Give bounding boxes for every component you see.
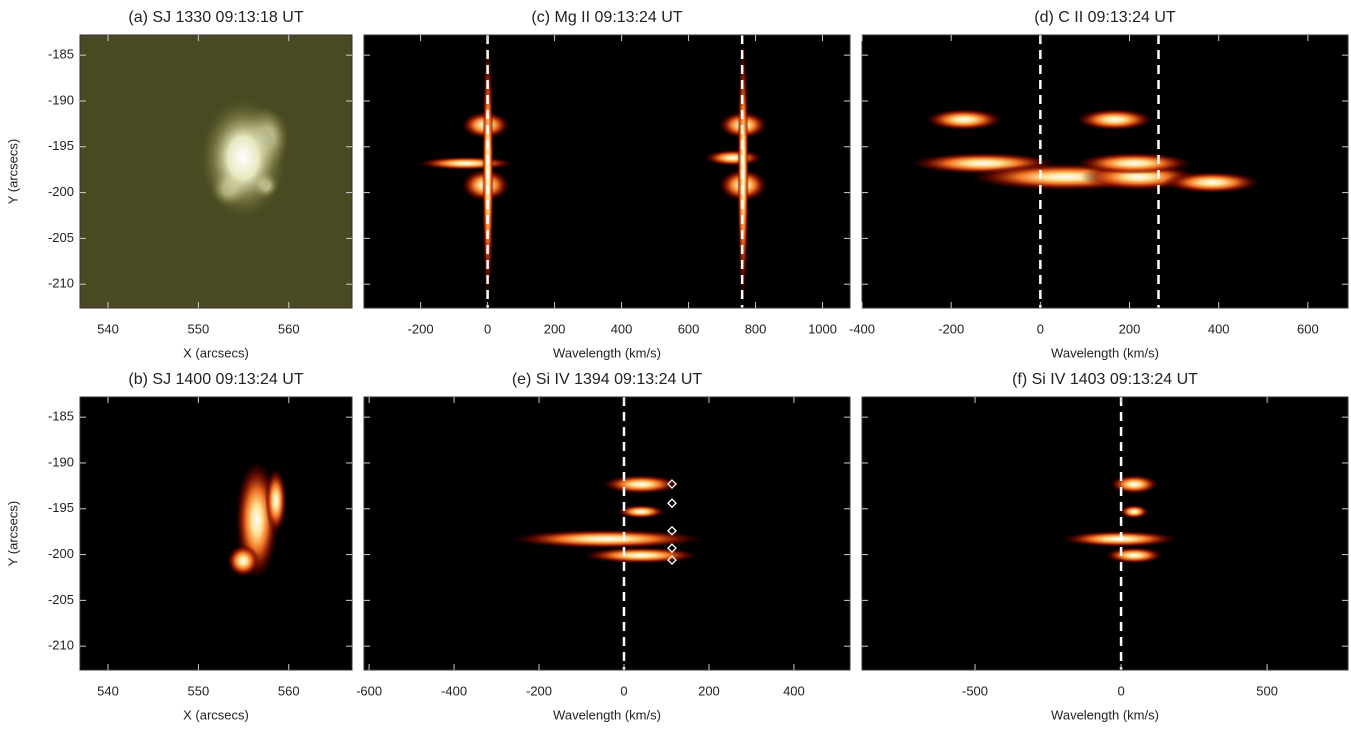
y-tick-label: -185	[48, 409, 74, 424]
emission	[1075, 152, 1193, 175]
marker	[667, 498, 677, 509]
emission	[199, 97, 287, 218]
x-tick-label: 1000	[808, 321, 837, 336]
x-tick-label: 560	[278, 683, 300, 698]
panel-title: (d) C II 09:13:24 UT	[1034, 9, 1176, 26]
x-axis-label: Wavelength (km/s)	[1051, 345, 1159, 360]
image	[226, 459, 287, 580]
panel: -400 -200 0 200 400 600 (d) C II 09:13:24 UT Wa…	[849, 9, 1349, 360]
x-tick-label: 400	[1208, 321, 1230, 336]
x-tick-label: 540	[97, 321, 119, 336]
image	[509, 474, 705, 564]
x-tick-label: -600	[356, 683, 382, 698]
x-axis-label: Wavelength (km/s)	[553, 345, 661, 360]
x-tick-label: 200	[698, 683, 720, 698]
x-tick-label: -400	[441, 683, 467, 698]
x-tick-label: -500	[962, 683, 988, 698]
y-tick-label: -195	[48, 500, 74, 515]
frame	[79, 34, 353, 309]
x-tick-label: 0	[1117, 683, 1124, 698]
emission	[264, 467, 287, 534]
image-background	[364, 35, 850, 308]
x-tick-label: 0	[484, 321, 491, 336]
marker	[667, 543, 677, 554]
x-tick-label: 540	[97, 683, 119, 698]
emission	[582, 547, 700, 564]
marker	[667, 479, 677, 489]
x-tick-label: 0	[1037, 321, 1044, 336]
image	[199, 97, 290, 218]
x-tick-label: 550	[188, 321, 210, 336]
emission	[616, 504, 666, 519]
y-tick-label: -190	[48, 454, 74, 469]
x-tick-label: 600	[678, 321, 700, 336]
frame	[861, 34, 1349, 309]
panel: -500 0 500 (f) Si IV 1403 09:13:24 UT Wavele…	[861, 371, 1349, 722]
y-tick-label: -195	[48, 138, 74, 153]
x-tick-label: 600	[1297, 321, 1319, 336]
marker	[667, 555, 677, 565]
x-tick-label: 500	[1256, 683, 1278, 698]
emission	[925, 108, 1003, 131]
panel-title: (f) Si IV 1403 09:13:24 UT	[1012, 371, 1198, 388]
emission	[226, 544, 260, 578]
panel-title: (e) Si IV 1394 09:13:24 UT	[512, 371, 703, 388]
panel-title: (c) Mg II 09:13:24 UT	[531, 9, 682, 26]
emission	[1163, 171, 1261, 194]
panel: 540 550 560 -185 -190 -195 -200 -205 -210 (b) SJ …	[5, 371, 353, 722]
y-tick-label: -205	[48, 592, 74, 607]
panel: 540 550 560 -185 -190 -195 -200 -205 -210 (a) SJ …	[5, 9, 353, 360]
x-axis-label: Wavelength (km/s)	[1051, 707, 1159, 722]
x-tick-label: -200	[526, 683, 552, 698]
x-tick-label: 200	[544, 321, 566, 336]
x-tick-label: -200	[408, 321, 434, 336]
emission	[704, 149, 763, 167]
emission	[1061, 530, 1178, 548]
x-tick-label: 200	[1119, 321, 1141, 336]
emission	[1119, 504, 1149, 519]
emission	[417, 156, 515, 171]
image	[910, 108, 1261, 194]
x-tick-label: 400	[783, 683, 805, 698]
panel-title: (a) SJ 1330 09:13:18 UT	[128, 9, 303, 26]
y-axis-label: Y (arcsecs)	[5, 139, 20, 205]
panel: -200 0 200 400 600 800 1000 (c) Mg II 09:13:24 …	[363, 9, 851, 360]
x-tick-label: 400	[611, 321, 633, 336]
x-tick-label: 800	[745, 321, 767, 336]
y-tick-label: -205	[48, 230, 74, 245]
image-background	[80, 397, 352, 670]
y-axis-label: Y (arcsecs)	[5, 501, 20, 567]
y-tick-label: -190	[48, 92, 74, 107]
frame	[861, 396, 1349, 671]
emission	[1105, 547, 1164, 564]
frame	[363, 396, 851, 671]
x-axis-label: Wavelength (km/s)	[553, 707, 661, 722]
emission	[602, 474, 680, 494]
panel: -600 -400 -200 0 200 400 (e) Si IV 1394 09:13:…	[356, 371, 851, 722]
y-tick-label: -200	[48, 184, 74, 199]
y-tick-label: -185	[48, 47, 74, 62]
panel-title: (b) SJ 1400 09:13:24 UT	[128, 371, 303, 388]
x-tick-label: 550	[188, 683, 210, 698]
frame	[363, 34, 851, 309]
emission	[509, 529, 705, 549]
x-axis-label: X (arcsecs)	[183, 345, 249, 360]
x-tick-label: 0	[620, 683, 627, 698]
x-tick-label: -200	[938, 321, 964, 336]
emission	[1075, 108, 1154, 131]
x-tick-label: -400	[849, 321, 875, 336]
marker	[667, 525, 677, 536]
frame	[79, 396, 353, 671]
y-tick-label: -200	[48, 546, 74, 561]
emission	[1109, 474, 1159, 494]
y-tick-label: -210	[48, 276, 74, 291]
y-tick-label: -210	[48, 638, 74, 653]
x-axis-label: X (arcsecs)	[183, 707, 249, 722]
x-tick-label: 560	[278, 321, 300, 336]
